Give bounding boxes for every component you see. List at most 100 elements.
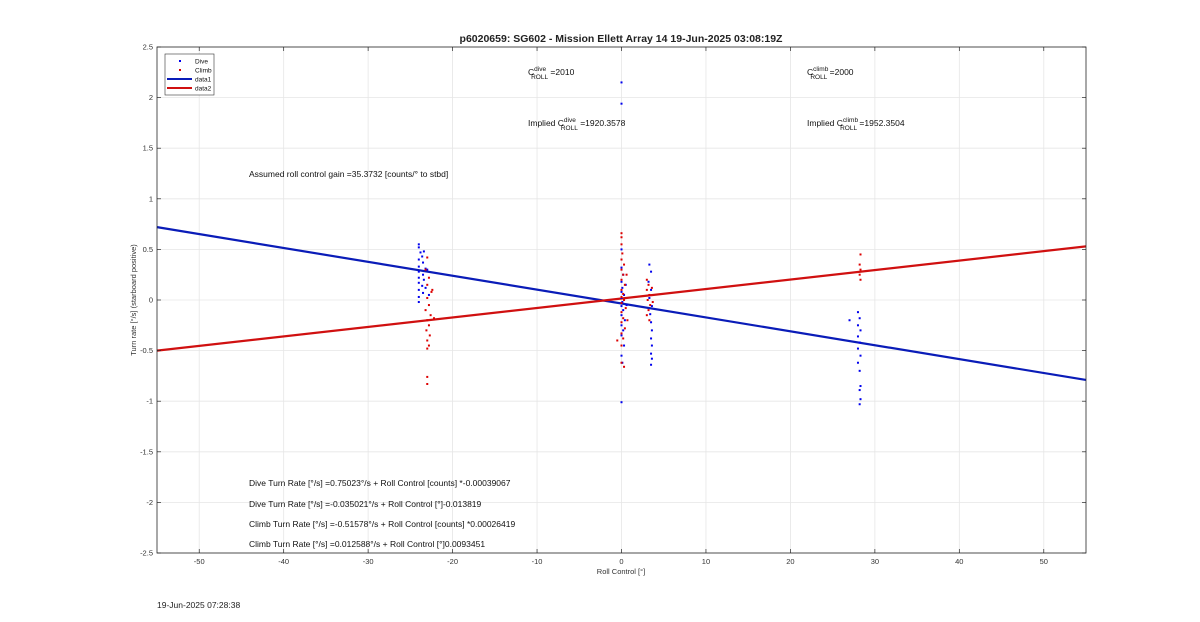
x-tick-label: -50 bbox=[194, 557, 205, 566]
data-point-climb bbox=[620, 302, 623, 305]
data-point-dive bbox=[621, 301, 624, 304]
data-point-climb bbox=[859, 268, 862, 271]
data-point-climb bbox=[620, 332, 623, 335]
data-point-dive bbox=[859, 385, 862, 388]
series-dive bbox=[417, 81, 862, 406]
data-point-dive bbox=[417, 258, 420, 261]
data-point-dive bbox=[650, 357, 653, 360]
data-point-climb bbox=[426, 339, 429, 342]
data-point-dive bbox=[650, 344, 653, 347]
c-roll-dive: Cdive ROLL =2010 bbox=[528, 66, 575, 81]
y-tick-label: 1.5 bbox=[143, 144, 153, 153]
data-point-dive bbox=[620, 81, 623, 84]
data-point-dive bbox=[856, 361, 859, 364]
legend-marker bbox=[179, 60, 181, 62]
y-tick-label: -2 bbox=[146, 498, 153, 507]
data-point-dive bbox=[424, 267, 427, 270]
y-axis-label: Turn rate [°/s] (starboard positive) bbox=[129, 244, 138, 356]
chart-title: p6020659: SG602 - Mission Ellett Array 1… bbox=[460, 33, 784, 45]
legend-label: data2 bbox=[195, 85, 212, 92]
y-tick-label: 0.5 bbox=[143, 245, 153, 254]
data-point-dive bbox=[417, 295, 420, 298]
data-point-climb bbox=[616, 339, 619, 342]
data-point-climb bbox=[427, 344, 430, 347]
data-point-dive bbox=[620, 305, 623, 308]
data-point-climb bbox=[622, 337, 625, 340]
data-point-dive bbox=[622, 329, 625, 332]
data-point-dive bbox=[622, 309, 625, 312]
data-point-dive bbox=[650, 305, 653, 308]
data-point-dive bbox=[623, 293, 626, 296]
data-point-climb bbox=[620, 236, 623, 239]
y-tick-label: 0 bbox=[149, 296, 153, 305]
legend-label: Dive bbox=[195, 58, 208, 65]
data-point-dive bbox=[650, 363, 653, 366]
y-axis-ticks: -2.5 -2 -1.5 -1 -0.5 0 0.5 1 1.5 2 2.5 bbox=[140, 43, 1086, 558]
data-point-climb bbox=[427, 276, 430, 279]
data-point-climb bbox=[424, 309, 427, 312]
data-point-climb bbox=[431, 288, 434, 291]
series-climb bbox=[424, 232, 862, 385]
data-point-dive bbox=[417, 281, 420, 284]
data-point-climb bbox=[646, 299, 649, 301]
dive-equation-counts: Dive Turn Rate [°/s] =0.75023°/s + Roll … bbox=[249, 478, 511, 488]
data-point-climb bbox=[623, 263, 626, 266]
data-point-climb bbox=[620, 258, 623, 261]
data-point-climb bbox=[625, 273, 628, 276]
data-point-dive bbox=[422, 273, 425, 276]
data-point-climb bbox=[650, 286, 653, 289]
x-axis-label: Roll Control [°] bbox=[597, 567, 645, 576]
data-point-dive bbox=[856, 324, 859, 327]
data-point-dive bbox=[625, 304, 628, 307]
c-roll-climb: Cclimb ROLL =2000 bbox=[807, 66, 854, 81]
y-tick-label: -1 bbox=[146, 397, 153, 406]
x-tick-label: -20 bbox=[447, 557, 458, 566]
data-point-dive bbox=[858, 317, 861, 320]
data-point-dive bbox=[848, 319, 851, 322]
data-point-dive bbox=[417, 276, 420, 279]
data-point-climb bbox=[620, 295, 623, 298]
data-point-dive bbox=[620, 296, 623, 299]
data-point-climb bbox=[620, 232, 623, 235]
data-point-dive bbox=[623, 344, 626, 347]
data-point-dive bbox=[417, 301, 420, 304]
climb-equation-counts: Climb Turn Rate [°/s] =-0.51578°/s + Rol… bbox=[249, 519, 515, 529]
legend-label: Climb bbox=[195, 67, 212, 74]
data-point-dive bbox=[417, 270, 420, 273]
x-tick-label: 50 bbox=[1040, 557, 1048, 566]
data-point-dive bbox=[650, 352, 653, 355]
data-point-climb bbox=[428, 334, 431, 337]
data-point-dive bbox=[858, 389, 861, 392]
data-point-dive bbox=[417, 243, 420, 246]
scatter-points bbox=[417, 81, 862, 406]
data-point-climb bbox=[649, 304, 652, 307]
data-point-climb bbox=[426, 382, 429, 385]
data-point-climb bbox=[623, 283, 626, 286]
data-point-climb bbox=[429, 314, 432, 317]
x-tick-label: -40 bbox=[278, 557, 289, 566]
data-point-dive bbox=[620, 334, 623, 337]
data-point-climb bbox=[424, 268, 427, 271]
data-point-dive bbox=[856, 347, 859, 350]
data-point-dive bbox=[650, 321, 653, 324]
x-tick-label: 30 bbox=[871, 557, 879, 566]
data-point-dive bbox=[856, 335, 859, 338]
data-point-dive bbox=[650, 288, 653, 291]
data-point-climb bbox=[620, 278, 623, 281]
data-point-dive bbox=[647, 280, 650, 283]
footer-timestamp: 19-Jun-2025 07:28:38 bbox=[157, 600, 241, 610]
data-point-climb bbox=[623, 365, 626, 368]
y-tick-label: 2 bbox=[149, 93, 153, 102]
data-point-climb bbox=[426, 256, 429, 259]
data-point-climb bbox=[645, 278, 648, 281]
data-point-climb bbox=[622, 317, 625, 320]
data-point-dive bbox=[620, 266, 623, 269]
data-point-dive bbox=[859, 354, 862, 357]
x-axis-ticks: -50 -40 -30 -20 -10 0 10 20 30 40 50 bbox=[194, 47, 1048, 566]
data-point-dive bbox=[648, 263, 651, 266]
data-point-climb bbox=[648, 319, 651, 322]
data-point-dive bbox=[649, 313, 652, 316]
legend-label: data1 bbox=[195, 76, 212, 83]
data-point-dive bbox=[417, 288, 420, 291]
data-point-climb bbox=[427, 304, 430, 307]
